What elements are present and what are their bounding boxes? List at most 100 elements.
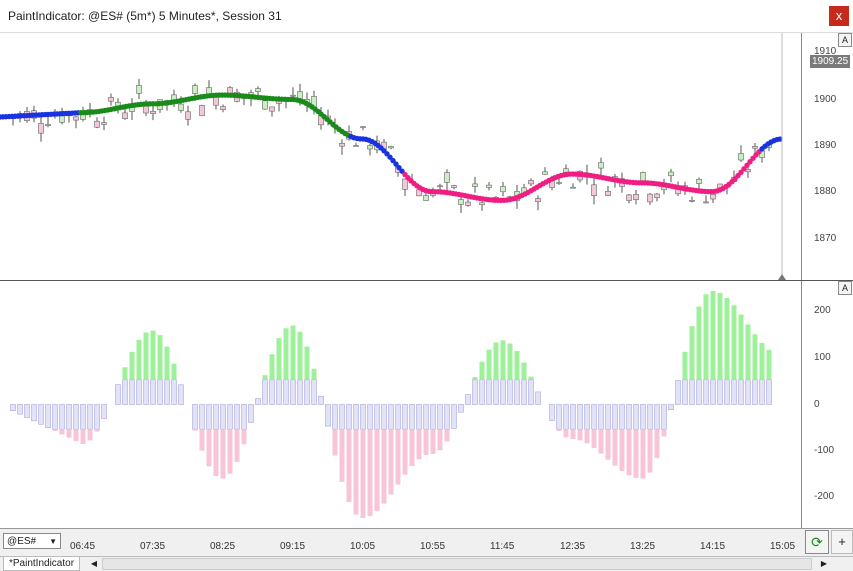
hist-bar-core <box>451 404 457 429</box>
last-price-badge: 1909.25 <box>810 55 851 68</box>
hist-bar-core <box>66 404 72 430</box>
down-candle <box>528 180 534 185</box>
hist-bar-core <box>318 395 324 405</box>
hist-bar-core <box>255 398 261 405</box>
hist-bar-core <box>675 380 681 405</box>
panel-separator[interactable] <box>0 280 853 281</box>
hist-bar-core <box>416 404 422 430</box>
up-candle <box>500 186 506 193</box>
price-chart-panel[interactable] <box>0 33 801 280</box>
up-candle <box>367 145 373 150</box>
hist-bar-core <box>101 404 107 419</box>
hist-bar-negative <box>192 429 198 431</box>
hist-bar-core <box>346 404 352 430</box>
hist-bar-core <box>157 379 163 405</box>
hist-bar-core <box>94 404 100 430</box>
indicator-autoscale-button[interactable]: A <box>838 281 852 295</box>
chevron-down-icon: ▼ <box>49 537 57 546</box>
hist-bar-core <box>360 404 366 430</box>
hist-bar-core <box>605 404 611 430</box>
hist-bar-positive <box>745 324 751 380</box>
hist-bar-core <box>535 391 541 405</box>
workspace-tab[interactable]: *PaintIndicator <box>3 557 81 571</box>
hist-bar-negative <box>234 429 240 462</box>
hist-bar-negative <box>619 429 625 472</box>
up-candle <box>255 88 261 92</box>
up-candle <box>360 126 366 128</box>
hist-bar-negative <box>206 429 212 467</box>
horizontal-scrollbar[interactable] <box>102 558 812 570</box>
close-button[interactable]: x <box>829 6 849 26</box>
hist-bar-core <box>752 379 758 405</box>
hist-bar-core <box>486 379 492 405</box>
scroll-right-icon[interactable]: ▶ <box>820 559 828 568</box>
hist-bar-negative <box>612 429 618 466</box>
price-tick: 1880 <box>814 186 837 197</box>
hist-bar-core <box>472 379 478 405</box>
hist-bar-core <box>10 404 16 412</box>
hist-bar-negative <box>374 429 380 512</box>
hist-bar-core <box>710 379 716 405</box>
hist-bar-positive <box>311 368 317 380</box>
hist-bar-core <box>577 404 583 430</box>
hist-bar-core <box>87 404 93 430</box>
down-candle <box>45 124 51 126</box>
hist-bar-core <box>612 404 618 430</box>
price-tick: 1900 <box>814 94 837 105</box>
refresh-icon[interactable]: ⟳ <box>805 530 829 554</box>
hist-bar-core <box>353 404 359 430</box>
hist-bar-core <box>521 379 527 405</box>
hist-bar-core <box>465 394 471 405</box>
hist-bar-core <box>199 404 205 430</box>
price-autoscale-button[interactable]: A <box>838 33 852 47</box>
indicator-chart[interactable] <box>0 281 801 528</box>
hist-bar-positive <box>157 335 163 380</box>
down-candle <box>94 120 100 128</box>
price-tick: 1870 <box>814 233 837 244</box>
hist-bar-negative <box>66 429 72 438</box>
hist-bar-core <box>633 404 639 430</box>
price-chart[interactable] <box>0 33 801 280</box>
hist-bar-core <box>269 379 275 405</box>
hist-bar-negative <box>241 429 247 445</box>
hist-bar-core <box>717 379 723 405</box>
hist-bar-negative <box>626 429 632 476</box>
down-candle <box>647 193 653 203</box>
hist-bar-core <box>45 404 51 428</box>
hist-bar-core <box>766 379 772 405</box>
down-candle <box>150 111 156 114</box>
indicator-tick: -200 <box>814 491 835 502</box>
hist-bar-negative <box>633 429 639 478</box>
indicator-panel[interactable] <box>0 281 801 528</box>
scroll-left-icon[interactable]: ◀ <box>90 559 98 568</box>
time-label: 13:25 <box>630 541 656 552</box>
hist-bar-positive <box>731 305 737 380</box>
add-chart-button[interactable]: + <box>831 530 853 554</box>
hist-bar-core <box>430 404 436 430</box>
hist-bar-core <box>703 379 709 405</box>
hist-bar-negative <box>395 429 401 485</box>
symbol-dropdown[interactable]: @ES# ▼ <box>3 533 61 549</box>
down-candle <box>451 185 457 188</box>
hist-bar-core <box>437 404 443 430</box>
time-label: 15:05 <box>770 541 796 552</box>
up-candle <box>192 85 198 94</box>
up-candle <box>423 195 429 201</box>
down-candle <box>654 193 660 199</box>
hist-bar-core <box>556 404 562 430</box>
hist-bar-core <box>626 404 632 430</box>
up-candle <box>696 178 702 184</box>
hist-bar-core <box>192 404 198 430</box>
hist-bar-core <box>696 379 702 405</box>
hist-bar-core <box>325 404 331 427</box>
price-axis[interactable]: A 1910 1900 1890 1880 1870 <box>801 33 853 280</box>
time-label: 14:15 <box>700 541 726 552</box>
indicator-axis[interactable]: A 200 100 0 -100 -200 <box>801 281 853 528</box>
hist-bar-negative <box>409 429 415 466</box>
hist-bar-core <box>640 404 646 430</box>
hist-bar-core <box>528 379 534 405</box>
hist-bar-negative <box>94 429 100 432</box>
hist-bar-core <box>654 404 660 430</box>
hist-bar-core <box>584 404 590 430</box>
hist-bar-core <box>402 404 408 430</box>
